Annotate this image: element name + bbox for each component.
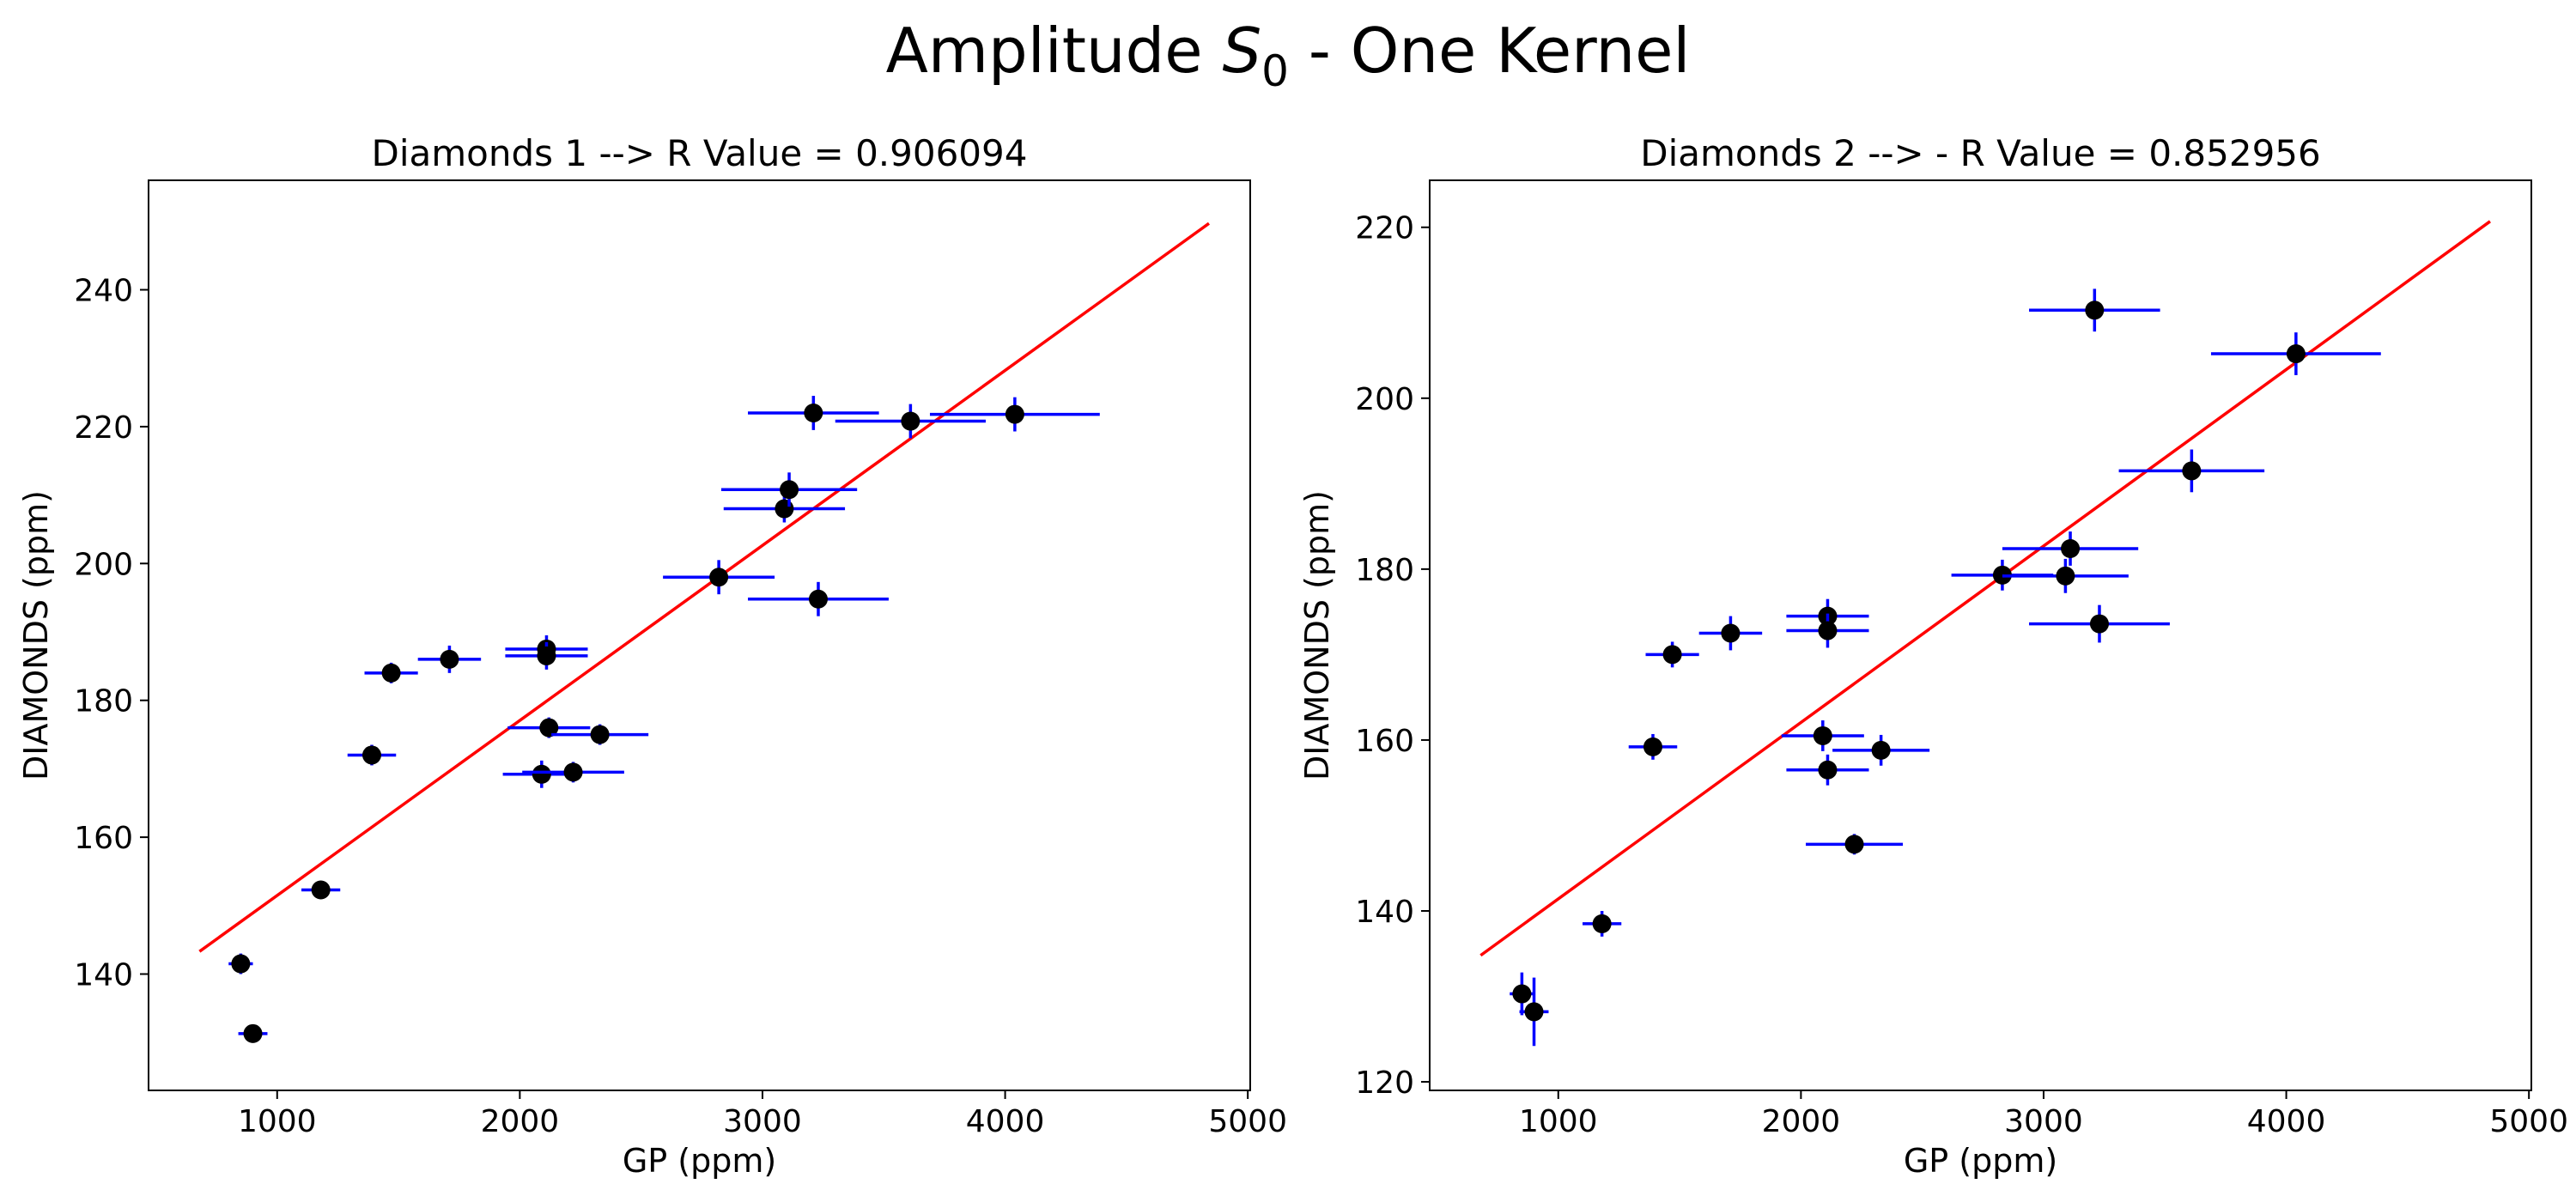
left-y-axis-label: DIAMONDS (ppm) (17, 490, 55, 780)
right-data-point (1512, 984, 1532, 1004)
left-data-point (381, 663, 401, 683)
left-data-point (1005, 404, 1024, 424)
left-data-point (804, 403, 823, 422)
left-plot-frame (148, 179, 1251, 1091)
right-plot-frame (1429, 179, 2532, 1091)
figure-title-subscript: 0 (1261, 46, 1289, 96)
right-data-point (1813, 725, 1832, 745)
left-data-point (775, 499, 794, 519)
figure-title-prefix: Amplitude (885, 15, 1223, 87)
figure-title-suffix: - One Kernel (1288, 15, 1691, 87)
left-y-tick-label: 160 (74, 821, 133, 856)
left-data-point (709, 568, 729, 587)
right-data-point (2182, 461, 2202, 481)
left-y-tick-label: 200 (74, 547, 133, 582)
left-chart-panel: Diamonds 1 --> R Value = 0.906094 GP (pp… (17, 132, 1287, 1180)
left-y-tick-label: 180 (74, 684, 133, 719)
left-chart-title: Diamonds 1 --> R Value = 0.906094 (372, 132, 1028, 174)
right-y-tick-label: 200 (1355, 382, 1414, 417)
right-data-point (1643, 737, 1662, 756)
left-x-axis-label: GP (ppm) (623, 1142, 776, 1180)
right-data-point (1662, 645, 1682, 665)
left-data-point (361, 745, 381, 765)
right-data-point (2061, 538, 2081, 558)
right-y-axis-label: DIAMONDS (ppm) (1298, 490, 1336, 780)
right-x-tick-label: 5000 (2489, 1104, 2568, 1139)
right-fit-line (1479, 220, 2491, 957)
right-data-point (1844, 835, 1864, 854)
left-data-point (311, 880, 331, 900)
right-data-point (1721, 623, 1741, 643)
right-y-tick-label: 140 (1355, 895, 1414, 930)
right-data-point (1592, 914, 1612, 933)
figure-title-variable: S (1222, 15, 1262, 87)
left-data-point (243, 1023, 263, 1043)
left-data-point (590, 725, 610, 744)
right-data-point (1871, 740, 1891, 760)
left-y-tick-label: 220 (74, 410, 133, 446)
right-data-point (2056, 566, 2075, 586)
right-y-tick-label: 220 (1355, 211, 1414, 246)
left-data-point (780, 480, 799, 500)
right-x-tick-label: 2000 (1762, 1104, 1841, 1139)
left-data-point (231, 954, 251, 974)
right-x-tick-label: 1000 (1519, 1104, 1598, 1139)
right-data-point (2286, 344, 2306, 364)
right-chart-title: Diamonds 2 --> - R Value = 0.852956 (1640, 132, 2320, 174)
right-y-tick-label: 180 (1355, 553, 1414, 588)
right-y-tick-label: 120 (1355, 1065, 1414, 1101)
left-data-point (532, 764, 551, 784)
right-data-point (1818, 621, 1838, 640)
left-data-point (537, 646, 556, 665)
left-x-tick-label: 1000 (238, 1104, 317, 1139)
left-data-point (539, 718, 559, 738)
right-data-point (1818, 760, 1838, 780)
right-x-tick-label: 3000 (2004, 1104, 2083, 1139)
left-y-tick-label: 240 (74, 274, 133, 309)
left-data-point (901, 411, 920, 431)
left-data-point (563, 762, 583, 782)
left-fit-line (198, 222, 1210, 953)
left-x-tick-label: 2000 (481, 1104, 560, 1139)
right-data-point (1524, 1002, 1544, 1022)
right-x-tick-label: 4000 (2247, 1104, 2326, 1139)
right-data-point (2089, 614, 2109, 634)
left-x-tick-label: 4000 (966, 1104, 1045, 1139)
figure-title: Amplitude S0 - One Kernel (0, 12, 2576, 110)
right-chart-panel: Diamonds 2 --> - R Value = 0.852956 GP (… (1298, 132, 2568, 1180)
left-x-tick-label: 3000 (723, 1104, 802, 1139)
left-data-point (440, 649, 459, 669)
right-y-tick-label: 160 (1355, 724, 1414, 759)
right-data-point (2085, 300, 2105, 320)
left-data-point (808, 589, 828, 609)
right-x-axis-label: GP (ppm) (1904, 1142, 2057, 1180)
left-x-tick-label: 5000 (1208, 1104, 1287, 1139)
left-y-tick-label: 140 (74, 958, 133, 993)
